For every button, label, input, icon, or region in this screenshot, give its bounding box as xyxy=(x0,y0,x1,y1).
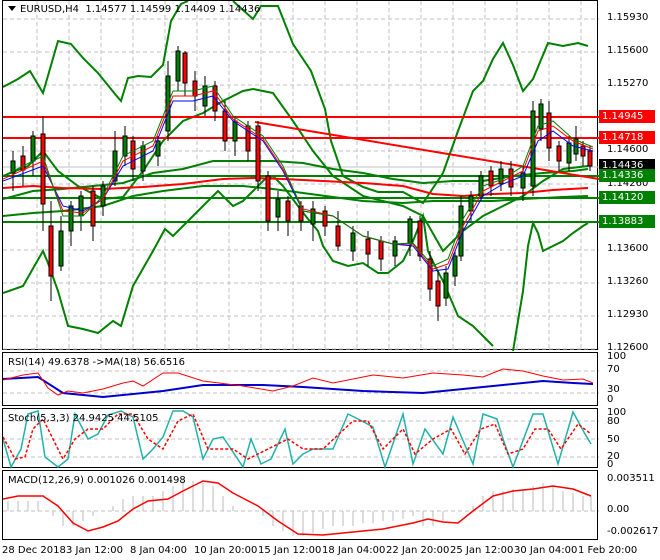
time-tick: 18 Jan 04:00 xyxy=(322,545,386,556)
stoch-tick: 50 xyxy=(607,434,620,445)
price-tick: 1.14260 xyxy=(607,178,649,189)
level-tag-support-2: 1.14120 xyxy=(599,191,655,204)
macd-tick: 0.003511 xyxy=(607,473,655,484)
price-tick: 1.15600 xyxy=(607,45,649,56)
stoch-tick: 20 xyxy=(607,451,620,462)
current-price-tag: 1.14436 xyxy=(599,159,655,172)
chart-title: EURUSD,H4 1.14577 1.14599 1.14409 1.1443… xyxy=(8,4,260,15)
rsi-tick: 70 xyxy=(607,364,620,375)
rsi-chart-svg xyxy=(3,368,599,399)
macd-chart-svg xyxy=(3,479,599,536)
stoch-tick: 100 xyxy=(607,407,627,418)
price-tick: 1.15270 xyxy=(607,78,649,89)
time-tick: 1 Feb 20:00 xyxy=(578,545,638,556)
time-tick: 28 Dec 2018 xyxy=(2,545,66,556)
symbol-label: EURUSD,H4 xyxy=(20,4,80,15)
time-tick: 25 Jan 12:00 xyxy=(450,545,514,556)
price-chart-svg xyxy=(3,1,599,351)
level-tag-support-1: 1.14336 xyxy=(599,169,655,182)
level-tag-resistance-1: 1.14945 xyxy=(599,110,655,123)
level-tag-support-3: 1.13883 xyxy=(599,215,655,228)
ohlc-values: 1.14577 1.14599 1.14409 1.14436 xyxy=(85,4,261,15)
time-tick: 8 Jan 04:00 xyxy=(130,545,187,556)
price-panel[interactable]: EURUSD,H4 1.14577 1.14599 1.14409 1.1443… xyxy=(2,0,599,351)
rsi-tick: 100 xyxy=(607,351,627,362)
stoch-label: Stoch(5,3,3) 24.9425 44.5105 xyxy=(8,413,159,424)
macd-tick: 0.00 xyxy=(607,504,630,515)
collapse-arrow-icon[interactable] xyxy=(8,6,16,11)
time-tick: 3 Jan 12:00 xyxy=(66,545,123,556)
price-tick: 1.12600 xyxy=(607,342,649,353)
price-tick: 1.13600 xyxy=(607,243,649,254)
rsi-label: RSI(14) 49.6378 ->MA(18) 56.6516 xyxy=(8,357,185,368)
price-tick: 1.12930 xyxy=(607,309,649,320)
macd-label: MACD(12,26,9) 0.001026 0.001498 xyxy=(8,475,186,486)
macd-tick: -0.002617 xyxy=(607,526,659,537)
time-tick: 15 Jan 12:00 xyxy=(258,545,322,556)
price-tick: 1.15930 xyxy=(607,12,649,23)
price-tick: 1.13260 xyxy=(607,276,649,287)
stoch-panel[interactable]: Stoch(5,3,3) 24.9425 44.5105 xyxy=(2,408,599,469)
time-tick: 22 Jan 20:00 xyxy=(386,545,450,556)
time-tick: 10 Jan 20:00 xyxy=(194,545,258,556)
stoch-tick: 80 xyxy=(607,416,620,427)
time-tick: 30 Jan 04:00 xyxy=(514,545,578,556)
level-tag-resistance-2: 1.14718 xyxy=(599,131,655,144)
rsi-panel[interactable]: RSI(14) 49.6378 ->MA(18) 56.6516 xyxy=(2,352,599,406)
rsi-tick: 30 xyxy=(607,384,620,395)
stoch-chart-svg xyxy=(3,410,599,469)
macd-panel[interactable]: MACD(12,26,9) 0.001026 0.001498 xyxy=(2,470,599,540)
stoch-tick: 0 xyxy=(607,459,614,470)
rsi-tick: 0 xyxy=(607,394,614,405)
price-tick: 1.14600 xyxy=(607,144,649,155)
